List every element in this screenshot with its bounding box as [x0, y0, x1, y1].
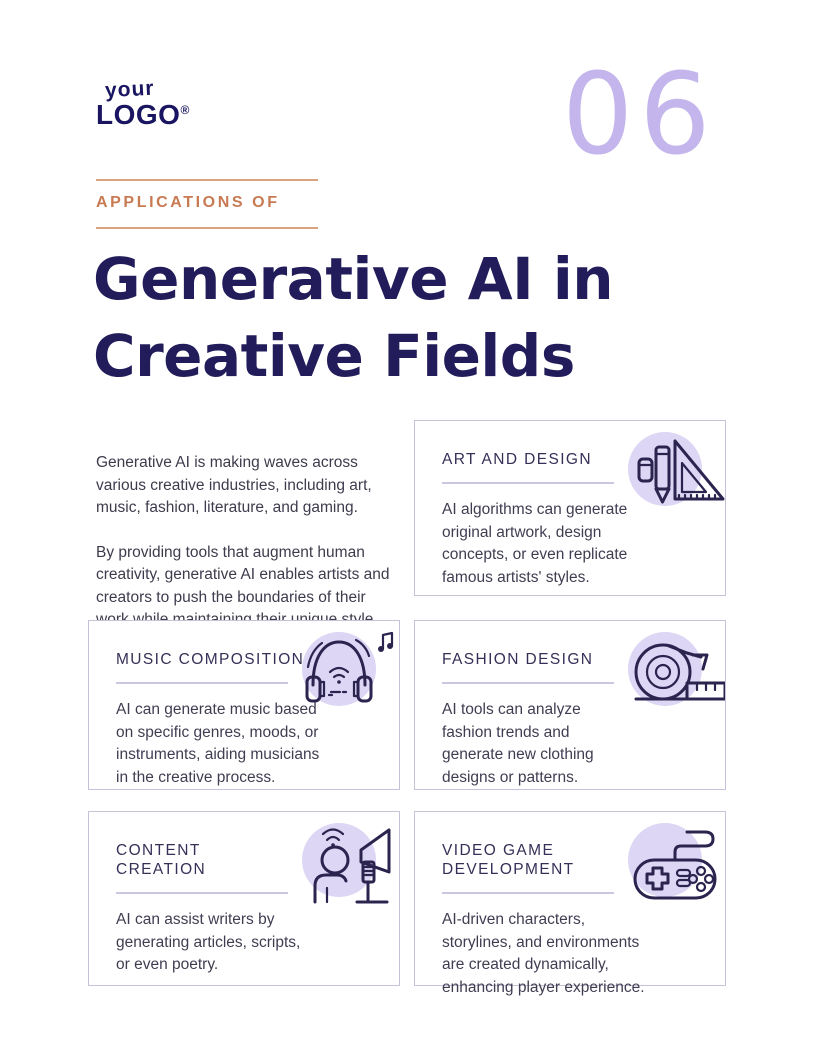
person-megaphone-icon	[302, 823, 391, 904]
intro-paragraph-1: Generative AI is making waves across var…	[96, 454, 372, 517]
card-body: AI can assist writers by generating arti…	[116, 911, 301, 973]
intro-paragraph-2: By providing tools that augment human cr…	[96, 544, 390, 628]
brand-logo: your LOGO®	[96, 76, 190, 130]
game-controller-icon	[628, 823, 717, 900]
card-divider	[442, 892, 614, 894]
card-body: AI algorithms can generate original artw…	[442, 501, 628, 586]
card-body: AI can generate music based on specific …	[116, 701, 320, 786]
card-title: ART AND DESIGN	[442, 451, 592, 468]
card-divider	[116, 682, 288, 684]
page-title: Generative AI in Creative Fields	[93, 245, 614, 390]
card-content-creation: CONTENT CREATION AI can assist writers b…	[88, 811, 400, 986]
card-divider	[116, 892, 288, 894]
card-divider	[442, 482, 614, 484]
card-body: AI tools can analyze fashion trends and …	[442, 701, 594, 786]
headphones-icon	[302, 631, 394, 706]
card-title: CONTENT CREATION	[116, 842, 207, 878]
card-body: AI-driven characters, storylines, and en…	[442, 911, 645, 996]
card-title: MUSIC COMPOSITION	[116, 651, 305, 668]
card-video-game-development: VIDEO GAME DEVELOPMENT AI-driven charact…	[414, 811, 726, 996]
logo-word-your: your	[104, 76, 156, 103]
measuring-tape-icon	[628, 632, 725, 706]
card-title: FASHION DESIGN	[442, 651, 594, 668]
card-divider	[442, 682, 614, 684]
card-title: VIDEO GAME DEVELOPMENT	[442, 842, 575, 878]
card-fashion-design: FASHION DESIGN AI tools can analyze fash…	[414, 620, 726, 790]
registered-mark: ®	[180, 103, 190, 117]
card-art-and-design: ART AND DESIGN AI algorithms can generat…	[414, 420, 726, 596]
page-number: 06	[562, 50, 717, 180]
card-music-composition: MUSIC COMPOSITION AI can generate music …	[88, 620, 400, 790]
logo-word-logo: LOGO®	[96, 99, 190, 130]
section-kicker: APPLICATIONS OF	[96, 179, 318, 229]
pencil-set-square-icon	[628, 432, 725, 506]
